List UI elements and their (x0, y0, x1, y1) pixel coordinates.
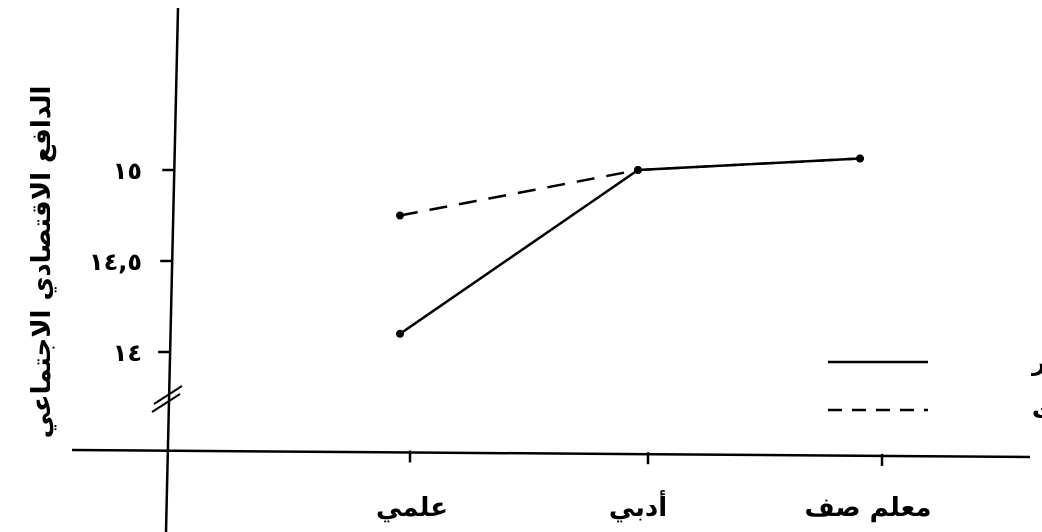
x-category-label: علمي (376, 493, 448, 523)
legend-label-males: ذكور (1031, 348, 1042, 376)
data-point (856, 154, 864, 163)
x-category-label: أدبي (609, 490, 667, 523)
x-ticks: علمي أدبي معلم صف (376, 450, 932, 523)
x-axis (71, 448, 1031, 459)
y-tick-label: ١٤,٥ (89, 248, 142, 276)
x-category-label: معلم صف (805, 493, 932, 523)
legend-label-females: إناث (1032, 396, 1042, 424)
axis-break-mark (151, 385, 183, 413)
y-axis (164, 7, 180, 532)
series-line-females (399, 157, 861, 217)
y-ticks: ١٤ ١٤,٥ ١٥ (89, 157, 175, 367)
y-axis-title: الدافع الاقتصادي الاجتماعي (27, 86, 57, 439)
y-tick-label: ١٤ (113, 339, 142, 367)
series-line-males (399, 157, 861, 335)
legend: ذكور إناث (828, 348, 1042, 424)
y-tick-label: ١٥ (113, 157, 142, 185)
data-point (396, 211, 404, 220)
axes (71, 7, 1031, 532)
data-point (396, 329, 404, 338)
data-point (634, 166, 642, 174)
series-group (396, 154, 864, 338)
